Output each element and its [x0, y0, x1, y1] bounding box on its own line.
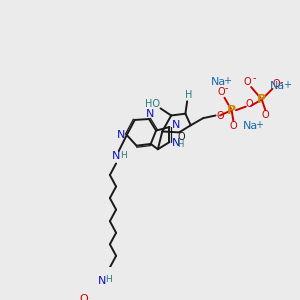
Text: Na: Na: [270, 81, 285, 91]
Text: N: N: [171, 138, 180, 148]
Text: O: O: [230, 121, 237, 131]
Text: +: +: [255, 120, 263, 130]
Text: O: O: [217, 87, 225, 98]
Text: HO: HO: [145, 99, 160, 109]
Text: H: H: [177, 140, 183, 149]
Text: O: O: [244, 77, 251, 87]
Text: N: N: [171, 120, 180, 130]
Text: O: O: [272, 79, 280, 88]
Text: N: N: [112, 152, 120, 161]
Text: N: N: [146, 109, 154, 119]
Text: H: H: [106, 275, 112, 284]
Text: P: P: [227, 104, 236, 117]
Text: Na: Na: [243, 121, 258, 131]
Text: -: -: [252, 73, 256, 83]
Text: +: +: [283, 80, 291, 90]
Text: O: O: [177, 132, 185, 142]
Text: Na: Na: [211, 77, 226, 87]
Text: N: N: [117, 130, 126, 140]
Text: O: O: [262, 110, 269, 121]
Text: O: O: [245, 99, 253, 109]
Text: -: -: [224, 83, 228, 93]
Text: P: P: [257, 93, 266, 106]
Text: -: -: [280, 77, 283, 87]
Text: +: +: [223, 76, 231, 86]
Text: O: O: [216, 111, 224, 122]
Text: O: O: [80, 294, 88, 300]
Text: H: H: [120, 151, 127, 160]
Text: H: H: [185, 90, 193, 100]
Text: N: N: [98, 276, 106, 286]
